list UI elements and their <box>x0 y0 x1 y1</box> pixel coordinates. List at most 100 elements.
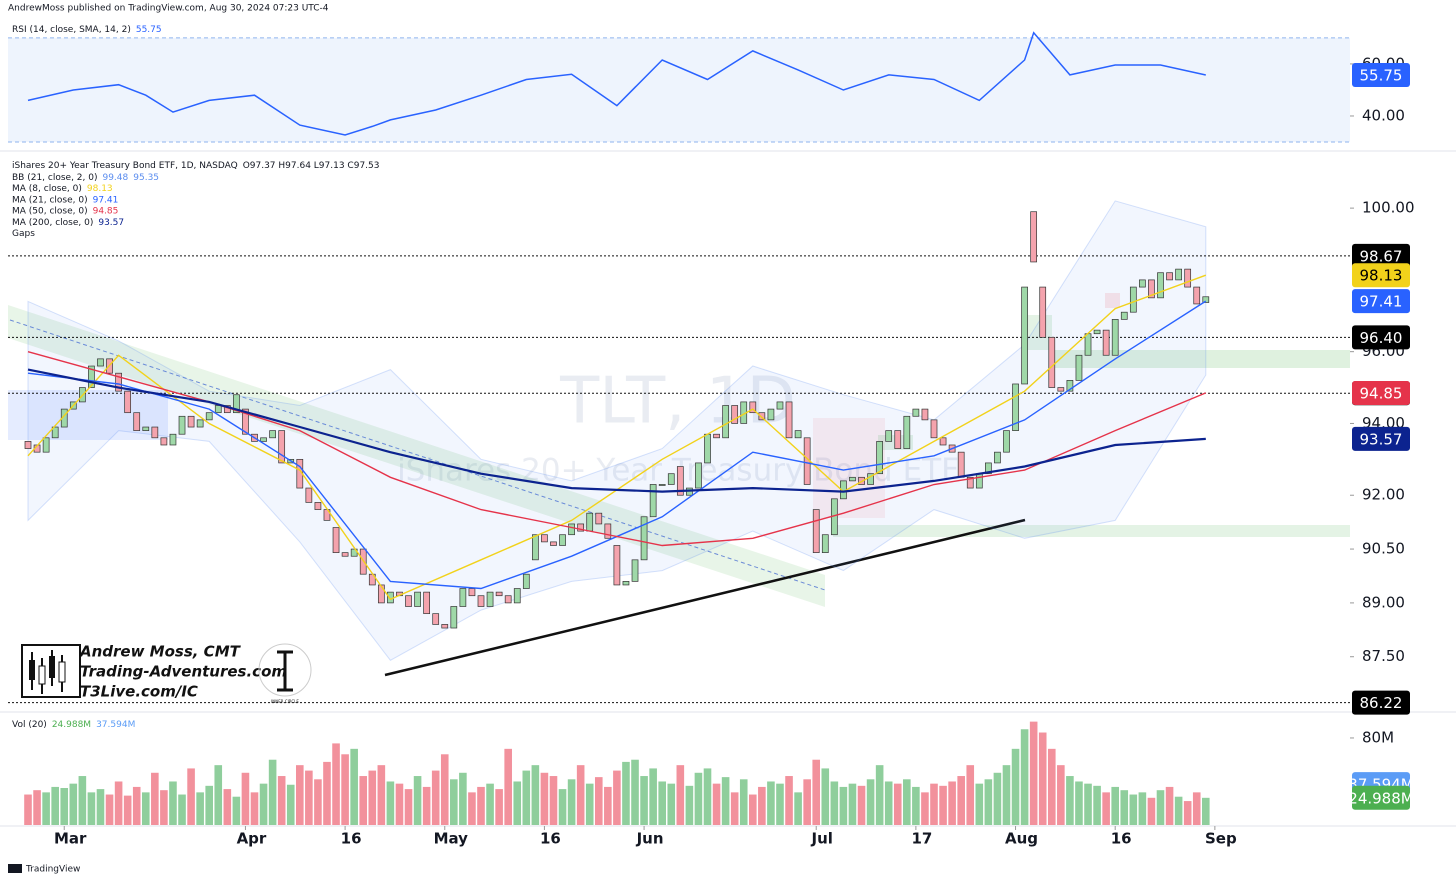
candle <box>1039 286 1047 338</box>
volume-bar <box>739 779 748 825</box>
volume-bar <box>78 776 87 825</box>
volume-bar <box>241 772 250 825</box>
legend-item: 99.48 <box>102 173 128 183</box>
candle <box>495 591 503 597</box>
legend-item: 97.41 <box>93 195 119 205</box>
candle <box>695 462 702 489</box>
level-label: 86.22 <box>1360 694 1403 712</box>
candle <box>676 466 684 496</box>
legend-item: MA (8, close, 0) <box>12 184 82 194</box>
candle <box>42 437 50 453</box>
candle <box>1148 279 1155 299</box>
volume-bar <box>785 776 793 825</box>
volume-bar <box>912 786 920 825</box>
volume-bar <box>821 768 830 825</box>
candle <box>586 512 594 532</box>
candle <box>876 441 883 475</box>
candle <box>405 595 412 607</box>
volume-bar <box>1047 748 1056 825</box>
y-tick-label: 87.50 <box>1362 647 1405 665</box>
volume-bar <box>966 765 975 825</box>
legend: BB (21, close, 2, 0) 99.48 95.35 <box>12 173 159 183</box>
candle <box>278 430 286 464</box>
legend-item: MA (200, close, 0) <box>12 217 93 227</box>
volume-bar <box>368 770 377 825</box>
volume-bar <box>1165 786 1174 825</box>
y-tick-label: 80M <box>1362 728 1394 746</box>
candle <box>713 433 720 439</box>
volume-bar <box>214 765 223 825</box>
volume-bar <box>422 786 431 825</box>
volume-bar <box>495 789 503 825</box>
volume-bar <box>1084 783 1092 825</box>
candle <box>414 591 421 607</box>
candle <box>559 534 566 546</box>
volume-bar <box>232 796 241 825</box>
header: AndrewMoss published on TradingView.com,… <box>8 4 329 14</box>
volume-bar <box>24 794 32 825</box>
volume-bar <box>903 779 911 825</box>
volume-bar <box>205 785 213 825</box>
volume-bar <box>613 770 621 825</box>
volume-bar <box>386 781 395 825</box>
volume-bar <box>921 792 929 825</box>
candle <box>341 552 349 557</box>
candle <box>532 534 539 561</box>
x-tick-label: 17 <box>911 830 932 848</box>
candle <box>214 405 222 414</box>
candle <box>930 419 938 439</box>
x-tick-label: Jun <box>636 830 664 848</box>
volume-label: 24.988M <box>1348 789 1413 807</box>
legend-item: Gaps <box>12 229 35 239</box>
candle <box>477 595 485 607</box>
rsi-last-label-box <box>1352 62 1410 87</box>
volume-bar <box>395 783 404 825</box>
ma-last-label-box <box>1352 426 1410 451</box>
volume-bar <box>631 759 639 825</box>
volume-bar <box>323 761 331 825</box>
volume-bar <box>1075 781 1083 825</box>
volume-bar <box>1029 721 1038 825</box>
candle <box>305 487 313 503</box>
candle <box>151 426 159 439</box>
volume-bar <box>486 783 494 825</box>
volume-bar <box>450 779 458 825</box>
candle <box>269 430 276 439</box>
logo: Andrew Moss, CMT Trading-Adventures.com … <box>21 643 312 704</box>
candle <box>658 484 666 486</box>
candle <box>1003 430 1010 453</box>
candle <box>260 437 267 442</box>
volume-bar <box>685 785 694 825</box>
volume-bar <box>350 748 358 825</box>
candle <box>867 473 874 485</box>
ma-last-label: 97.41 <box>1360 293 1403 311</box>
volume-bar <box>504 748 512 825</box>
volume-bar <box>1183 801 1192 825</box>
volume-bar <box>667 783 676 825</box>
candle <box>731 405 739 424</box>
candle <box>1030 211 1038 263</box>
volume-bar <box>776 783 784 825</box>
candle <box>1193 286 1201 305</box>
volume-bar <box>522 770 531 825</box>
candle <box>550 541 557 546</box>
watermark-title: TLT, 1D <box>559 365 796 439</box>
legend-item: BB (21, close, 2, 0) <box>12 173 97 183</box>
logo-glyph <box>58 661 66 683</box>
volume-bar <box>558 789 567 825</box>
candle <box>1157 272 1164 299</box>
candle <box>541 534 548 543</box>
volume-bar <box>749 794 757 825</box>
volume-bar <box>1138 792 1147 825</box>
volume-bar <box>658 781 666 825</box>
volume-bar <box>640 776 648 825</box>
volume-bar <box>1202 797 1210 825</box>
level-label: 96.40 <box>1360 329 1403 347</box>
gap-zone <box>813 418 885 518</box>
volume-bar <box>957 776 965 825</box>
brand-site: Trading-Adventures.com <box>80 663 287 681</box>
legend-item: iShares 20+ Year Treasury Bond ETF, 1D, … <box>12 161 238 171</box>
y-tick-label: 40.00 <box>1362 106 1405 124</box>
y-tick-label: 90.50 <box>1362 540 1405 558</box>
